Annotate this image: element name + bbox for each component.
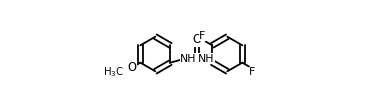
Text: F: F bbox=[249, 67, 256, 77]
Text: O: O bbox=[127, 61, 136, 74]
Text: O: O bbox=[192, 33, 201, 46]
Text: H$_3$C: H$_3$C bbox=[103, 65, 124, 79]
Text: NH: NH bbox=[198, 54, 214, 64]
Text: NH: NH bbox=[180, 54, 197, 64]
Text: F: F bbox=[199, 31, 205, 41]
